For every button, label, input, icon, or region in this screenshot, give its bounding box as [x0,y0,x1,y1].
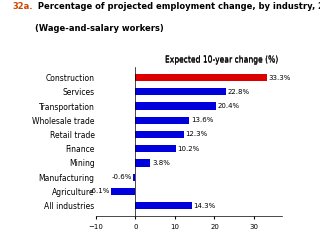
Bar [135,131,184,138]
Bar [135,88,226,95]
Text: Expected 10-year change (%): Expected 10-year change (%) [164,55,278,64]
Text: 13.6%: 13.6% [191,117,213,123]
Text: Percentage of projected employment change, by industry, 2010-2020: Percentage of projected employment chang… [35,2,320,11]
Text: 3.8%: 3.8% [152,160,170,166]
Text: 20.4%: 20.4% [218,103,240,109]
Text: 14.3%: 14.3% [194,203,216,209]
Bar [135,117,189,124]
Bar [111,188,135,195]
Text: 32a.: 32a. [13,2,33,11]
Bar [133,174,135,181]
Bar [135,159,150,167]
Text: -0.6%: -0.6% [112,174,132,180]
Text: 12.3%: 12.3% [186,132,208,138]
Text: -6.1%: -6.1% [90,188,110,194]
Text: 10.2%: 10.2% [177,146,200,152]
Text: Expected 10-year change (%): Expected 10-year change (%) [164,56,278,65]
Bar [135,102,216,110]
Bar [135,74,267,81]
Bar [135,145,176,152]
Bar [135,202,192,209]
Text: 33.3%: 33.3% [268,75,291,81]
Text: (Wage-and-salary workers): (Wage-and-salary workers) [35,24,163,33]
Text: 22.8%: 22.8% [227,89,249,95]
